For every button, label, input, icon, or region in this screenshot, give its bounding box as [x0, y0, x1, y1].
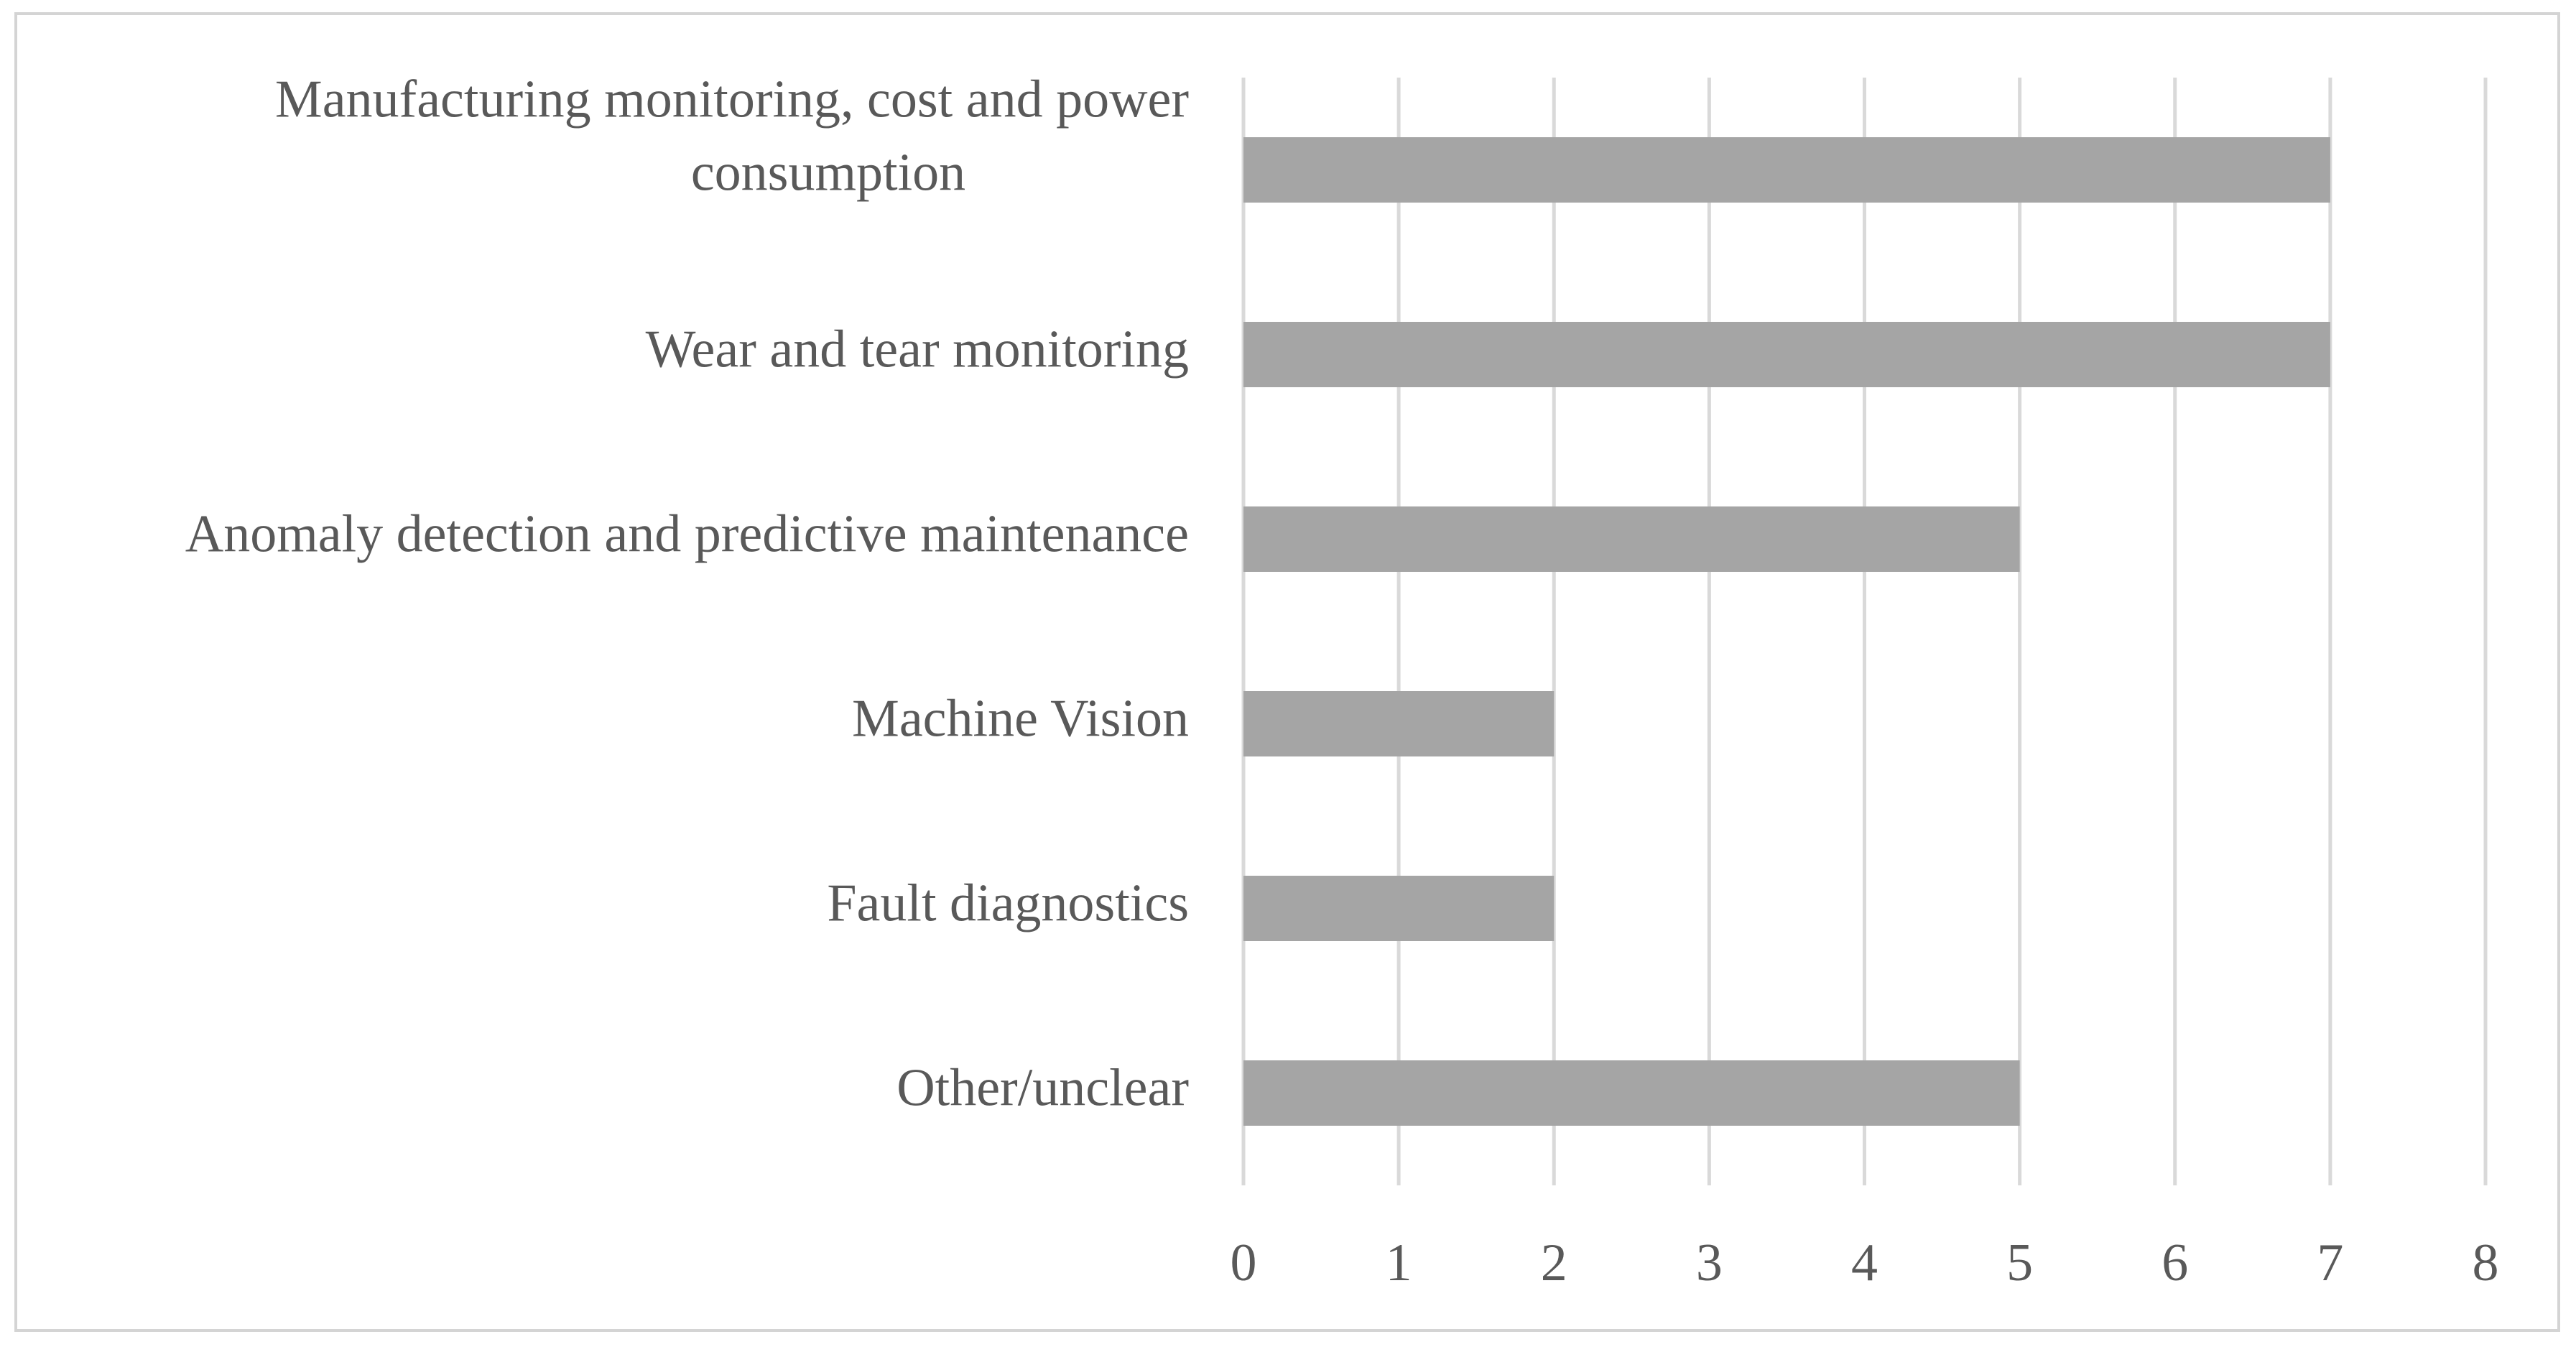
bar-5 — [1243, 1060, 2020, 1126]
category-label-2: Anomaly detection and predictive mainten… — [185, 504, 1189, 563]
category-label-5: Other/unclear — [896, 1058, 1189, 1117]
x-tick-label-3: 3 — [1696, 1233, 1723, 1292]
x-tick-label-7: 7 — [2317, 1233, 2343, 1292]
category-label-4: Fault diagnostics — [827, 874, 1189, 932]
category-label-0-line-0: Manufacturing monitoring, cost and power — [275, 70, 1189, 129]
x-tick-label-4: 4 — [1851, 1233, 1878, 1292]
category-label-1: Wear and tear monitoring — [646, 320, 1189, 379]
bar-3 — [1243, 691, 1555, 756]
x-tick-label-6: 6 — [2162, 1233, 2188, 1292]
bar-2 — [1243, 506, 2020, 572]
bar-4 — [1243, 876, 1555, 941]
category-label-3: Machine Vision — [852, 689, 1189, 748]
x-tick-label-5: 5 — [2006, 1233, 2033, 1292]
bar-1 — [1243, 322, 2330, 387]
x-tick-label-0: 0 — [1231, 1233, 1257, 1292]
x-tick-label-2: 2 — [1541, 1233, 1567, 1292]
bar-0 — [1243, 137, 2330, 203]
x-tick-label-1: 1 — [1386, 1233, 1412, 1292]
x-tick-label-8: 8 — [2473, 1233, 2499, 1292]
category-label-0-line-1: consumption — [691, 143, 965, 202]
